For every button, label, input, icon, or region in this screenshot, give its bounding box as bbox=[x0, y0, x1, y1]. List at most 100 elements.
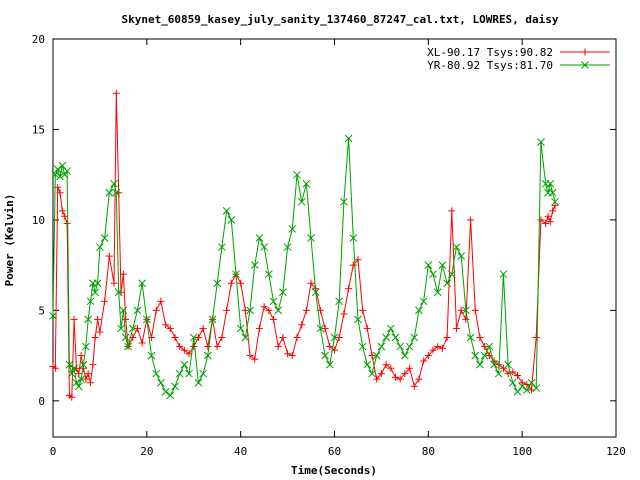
data-point bbox=[311, 288, 320, 297]
data-point bbox=[56, 172, 64, 181]
data-point bbox=[185, 369, 193, 378]
data-point bbox=[372, 351, 381, 360]
data-point bbox=[410, 382, 418, 390]
data-point bbox=[359, 306, 367, 314]
data-point bbox=[194, 334, 202, 341]
data-point bbox=[222, 207, 231, 215]
series-line bbox=[52, 138, 556, 397]
data-point bbox=[452, 243, 461, 251]
data-point bbox=[223, 306, 231, 314]
data-point bbox=[128, 324, 137, 333]
data-point bbox=[152, 369, 161, 378]
data-point bbox=[386, 324, 395, 333]
data-point bbox=[494, 369, 503, 378]
data-point bbox=[264, 270, 273, 279]
data-point bbox=[471, 306, 479, 314]
data-point bbox=[58, 161, 67, 170]
data-point bbox=[274, 306, 283, 315]
data-point bbox=[549, 207, 557, 215]
data-point bbox=[161, 387, 170, 396]
data-point bbox=[419, 297, 428, 306]
data-point bbox=[68, 393, 76, 401]
data-point bbox=[298, 321, 306, 329]
x-tick-label: 20 bbox=[140, 445, 153, 458]
data-point bbox=[110, 279, 118, 287]
data-point bbox=[81, 342, 90, 351]
data-point bbox=[157, 378, 165, 387]
data-point bbox=[166, 324, 174, 332]
data-point bbox=[581, 61, 589, 69]
data-point bbox=[213, 343, 221, 351]
y-tick-label: 15 bbox=[32, 123, 45, 136]
data-point bbox=[250, 261, 259, 269]
legend-label: YR-80.92 Tsys:81.70 bbox=[427, 59, 553, 72]
data-point bbox=[96, 328, 104, 336]
data-point bbox=[546, 179, 555, 188]
y-axis: 0 5 10 15 20 bbox=[32, 33, 616, 408]
data-point bbox=[499, 270, 508, 279]
data-point bbox=[434, 343, 442, 351]
data-point bbox=[396, 375, 404, 383]
data-point bbox=[335, 334, 343, 341]
data-point bbox=[485, 342, 494, 351]
data-point bbox=[284, 350, 292, 358]
data-point bbox=[471, 351, 480, 360]
series-1 bbox=[49, 89, 559, 401]
data-point bbox=[532, 334, 540, 341]
data-point bbox=[72, 378, 81, 387]
data-point bbox=[344, 134, 353, 143]
data-point bbox=[523, 386, 531, 394]
data-point bbox=[56, 189, 64, 197]
data-point bbox=[122, 315, 130, 323]
data-point bbox=[279, 288, 287, 297]
data-point bbox=[124, 342, 132, 351]
data-point bbox=[51, 364, 59, 372]
data-point bbox=[368, 352, 376, 360]
data-point bbox=[401, 351, 409, 360]
data-point bbox=[203, 351, 212, 360]
data-point bbox=[447, 270, 456, 279]
x-tick-label: 100 bbox=[512, 445, 532, 458]
data-point bbox=[349, 234, 358, 242]
data-point bbox=[302, 179, 311, 188]
data-point bbox=[53, 165, 62, 174]
data-point bbox=[354, 256, 362, 264]
data-point bbox=[251, 355, 259, 363]
data-point bbox=[438, 261, 447, 269]
data-point bbox=[110, 179, 118, 188]
data-point bbox=[246, 306, 254, 315]
x-tick-label: 120 bbox=[606, 445, 626, 458]
data-point bbox=[142, 315, 151, 324]
x-tick-label: 60 bbox=[328, 445, 341, 458]
data-point bbox=[420, 357, 428, 365]
data-point bbox=[396, 342, 405, 351]
data-point bbox=[152, 306, 160, 314]
data-point bbox=[429, 270, 437, 279]
data-point bbox=[391, 373, 399, 381]
data-point bbox=[325, 360, 334, 369]
data-point bbox=[82, 375, 90, 383]
data-point bbox=[194, 378, 203, 387]
data-point bbox=[457, 306, 465, 314]
data-point bbox=[354, 315, 362, 324]
data-point bbox=[49, 311, 57, 320]
data-point bbox=[391, 333, 400, 342]
y-tick-label: 10 bbox=[32, 214, 45, 227]
data-point bbox=[499, 364, 507, 372]
data-point bbox=[467, 216, 475, 224]
data-point bbox=[405, 342, 414, 351]
data-point bbox=[157, 297, 165, 305]
data-point bbox=[91, 334, 99, 341]
data-point bbox=[180, 346, 188, 354]
data-point bbox=[293, 334, 301, 341]
data-point bbox=[208, 315, 217, 324]
data-point bbox=[527, 378, 536, 387]
data-point bbox=[448, 207, 456, 215]
data-point bbox=[288, 352, 296, 360]
data-point bbox=[117, 324, 125, 333]
data-point bbox=[368, 369, 376, 378]
data-point bbox=[189, 333, 198, 342]
data-point bbox=[65, 360, 74, 369]
data-point bbox=[70, 364, 78, 373]
data-point bbox=[476, 360, 484, 369]
